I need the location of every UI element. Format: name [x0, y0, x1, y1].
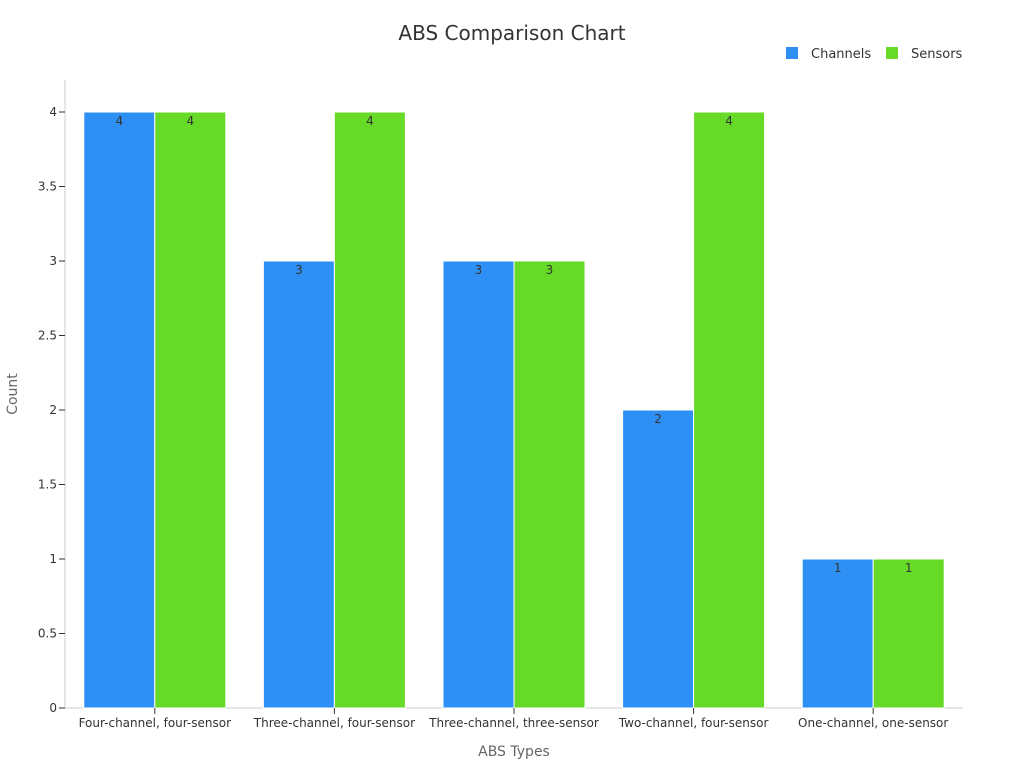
bar-label-sensors-5: 1 [905, 561, 913, 575]
bar-channels-3[interactable] [442, 260, 515, 709]
y-tick-label: 3.5 [38, 180, 57, 194]
y-tick-label: 2 [49, 403, 57, 417]
y-tick-label: 1 [49, 552, 57, 566]
bar-label-sensors-2: 4 [366, 114, 374, 128]
legend-swatch-channels [786, 47, 798, 59]
bar-label-sensors-3: 3 [546, 263, 554, 277]
bar-sensors-1[interactable] [154, 111, 227, 709]
bar-label-channels-2: 3 [295, 263, 303, 277]
y-tick-label: 4 [49, 105, 57, 119]
y-tick-label: 0 [49, 701, 57, 715]
x-axis-title: ABS Types [478, 744, 550, 760]
legend: Channels Sensors [786, 47, 963, 62]
bar-channels-2[interactable] [262, 260, 335, 709]
bar-label-sensors-4: 4 [725, 114, 733, 128]
y-axis-title: Count [5, 373, 21, 415]
bar-channels-1[interactable] [83, 111, 156, 709]
bar-label-channels-4: 2 [654, 412, 662, 426]
x-tick-label: Two-channel, four-sensor [618, 716, 769, 730]
y-tick-label: 3 [49, 254, 57, 268]
x-tick-label: Four-channel, four-sensor [79, 716, 232, 730]
legend-swatch-sensors [886, 47, 898, 59]
y-tick-label: 1.5 [38, 478, 57, 492]
x-tick-label: Three-channel, three-sensor [428, 716, 599, 730]
x-axis-ticks: Four-channel, four-sensor Three-channel, … [79, 708, 948, 730]
bar-label-sensors-1: 4 [186, 114, 194, 128]
bar-data-labels: 4 4 3 4 3 3 2 4 1 1 [115, 114, 912, 575]
legend-label-channels[interactable]: Channels [811, 47, 871, 62]
x-tick-label: Three-channel, four-sensor [253, 716, 415, 730]
bar-sensors-2[interactable] [333, 111, 406, 709]
legend-label-sensors[interactable]: Sensors [911, 47, 963, 62]
x-tick-label: One-channel, one-sensor [798, 716, 948, 730]
bar-label-channels-3: 3 [475, 263, 483, 277]
chart-title: ABS Comparison Chart [398, 21, 625, 45]
bar-channels-5[interactable] [801, 558, 874, 709]
y-tick-label: 2.5 [38, 329, 57, 343]
y-axis-ticks: 0 0.5 1 1.5 2 2.5 3 3.5 4 [38, 105, 65, 715]
bar-label-channels-1: 4 [115, 114, 123, 128]
bar-label-channels-5: 1 [834, 561, 842, 575]
y-tick-label: 0.5 [38, 627, 57, 641]
bar-sensors-5[interactable] [872, 558, 945, 709]
bar-sensors-3[interactable] [513, 260, 586, 709]
bar-sensors-4[interactable] [693, 111, 766, 709]
bars [83, 111, 945, 709]
bar-channels-4[interactable] [622, 409, 695, 709]
